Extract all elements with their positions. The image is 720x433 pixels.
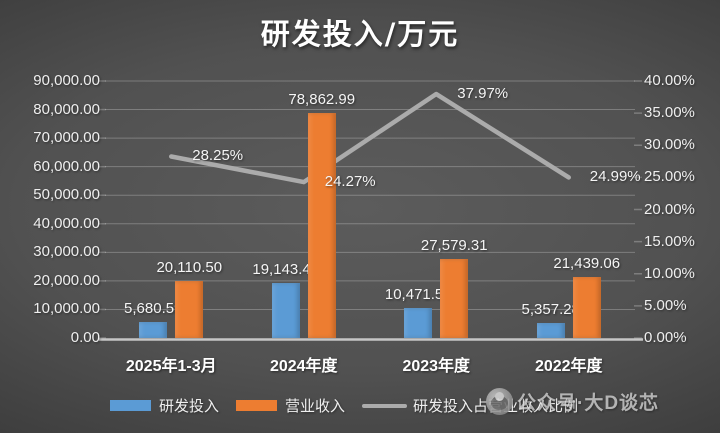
legend-line-swatch [362, 403, 408, 408]
right-axis-tick-label: 35.00% [644, 104, 695, 122]
left-axis-tick-label: 0.00 [70, 329, 100, 346]
bar [307, 112, 336, 338]
watermark-text: 公众号·大D谈芯 [517, 393, 660, 414]
bar-data-label: 27,579.31 [420, 237, 488, 255]
bar [404, 308, 433, 338]
left-axis-tick-label: 10,000.00 [33, 300, 100, 318]
x-axis-label: 2022年度 [534, 358, 603, 375]
bar [139, 321, 168, 338]
right-axis-tick-label: 25.00% [644, 168, 695, 186]
right-axis-tick-label: 30.00% [644, 136, 695, 154]
bar-data-label: 78,862.99 [288, 90, 356, 108]
line-data-label: 24.99% [589, 168, 641, 186]
left-axis-tick-label: 30,000.00 [33, 243, 100, 261]
x-axis-label: 2023年度 [402, 358, 471, 375]
left-axis-tick-label: 60,000.00 [33, 157, 100, 175]
watermark: 公众号·大D谈芯 [486, 388, 659, 415]
legend-label: 营业收入 [285, 398, 346, 415]
x-axis-label: 2024年度 [269, 358, 338, 375]
bar-data-label: 5,357.28 [521, 300, 580, 318]
left-axis-tick-label: 80,000.00 [33, 100, 100, 118]
right-axis-tick-label: 5.00% [644, 296, 687, 314]
legend-color-swatch [110, 400, 151, 411]
bar-data-label: 5,680.59 [124, 299, 183, 317]
line-series [169, 91, 571, 185]
legend-label: 研发投入 [159, 398, 220, 415]
bar [440, 259, 469, 338]
left-axis-tick-label: 70,000.00 [33, 129, 100, 147]
bar-data-label: 21,439.06 [553, 254, 621, 272]
bar-data-label: 10,471.57 [384, 286, 452, 304]
bar-data-label: 20,110.50 [156, 258, 223, 276]
right-axis-tick-label: 20.00% [644, 200, 695, 218]
right-axis-tick-label: 10.00% [644, 264, 695, 282]
right-axis-tick-label: 0.00% [644, 329, 687, 346]
left-axis-tick-label: 50,000.00 [33, 186, 100, 204]
bar [271, 283, 300, 338]
left-axis-tick-label: 40,000.00 [33, 214, 100, 232]
line-data-label: 37.97% [457, 85, 509, 103]
legend-item: 研发投入 [110, 395, 219, 416]
right-axis-tick-label: 15.00% [644, 232, 695, 250]
publisher-logo-icon [486, 388, 513, 415]
legend-color-swatch [236, 400, 278, 411]
legend-item: 营业收入 [236, 395, 345, 416]
line-data-label: 28.25% [192, 147, 244, 165]
x-axis-label: 2025年1-3月 [125, 358, 217, 375]
bar-data-label: 19,143.44 [252, 261, 320, 279]
bar [536, 322, 565, 338]
right-axis-tick-label: 40.00% [644, 72, 695, 89]
bar [175, 280, 204, 338]
chart-title: 研发投入/万元 [260, 17, 460, 51]
line-data-label: 24.27% [324, 173, 376, 191]
left-axis-tick-label: 20,000.00 [33, 271, 100, 289]
left-axis-tick-label: 90,000.00 [33, 72, 100, 89]
bar [572, 276, 601, 338]
